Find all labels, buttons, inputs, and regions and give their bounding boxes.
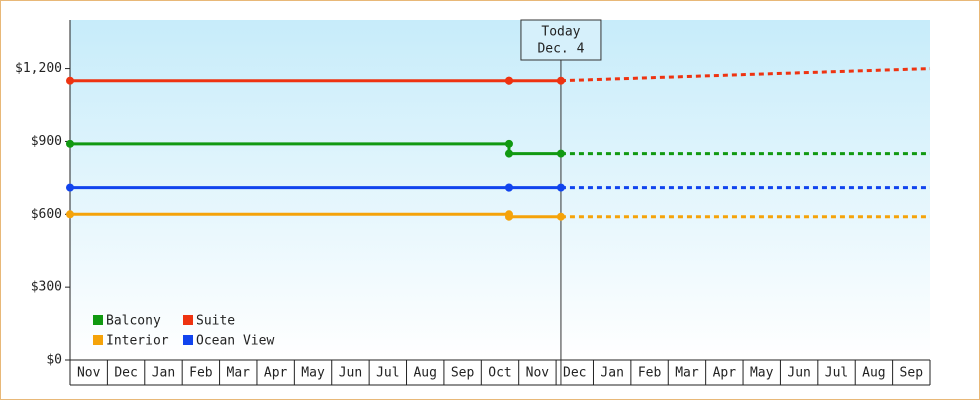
x-tick-label: May [750,366,774,381]
y-tick-label: $1,200 [15,61,62,76]
x-tick-label: Dec [114,366,137,381]
point [504,139,513,148]
point [556,183,565,192]
legend-swatch [183,335,193,345]
point [556,212,565,221]
point [66,210,74,219]
x-tick-label: Aug [862,366,885,381]
legend-swatch [183,315,193,325]
point [504,76,513,85]
x-tick-label: Oct [488,366,511,381]
x-tick-label: Jan [152,366,175,381]
legend-swatch [93,335,103,345]
point [556,76,565,85]
x-tick-label: Sep [451,366,475,381]
x-tick-label: Nov [526,366,550,381]
legend-label: Interior [106,334,169,349]
x-tick-label: Apr [713,366,737,381]
point [66,76,74,85]
y-tick-label: $600 [31,207,62,222]
point [504,183,513,192]
x-tick-label: Apr [264,366,288,381]
y-tick-label: $0 [46,353,62,368]
point [504,149,513,158]
point [66,183,74,192]
x-tick-label: Jan [600,366,623,381]
legend-label: Suite [196,314,235,329]
legend-label: Balcony [106,314,161,329]
forecast-line [560,67,931,83]
history-line [70,142,561,156]
x-tick-label: Jul [376,366,399,381]
plot-area [70,20,930,360]
x-tick-label: Feb [638,366,662,381]
point [556,149,565,158]
legend-swatch [93,315,103,325]
x-tick-label: Jun [787,366,810,381]
x-tick-label: Jul [825,366,848,381]
y-tick-label: $300 [31,280,62,295]
today-label: Today [541,25,580,40]
today-box [520,19,602,61]
x-tick-label: Sep [900,366,924,381]
x-tick-label: Nov [77,366,101,381]
today-label: Dec. 4 [537,42,584,57]
x-tick-label: Feb [189,366,213,381]
x-tick-label: Mar [675,366,699,381]
point [504,212,513,221]
x-tick-label: Mar [227,366,251,381]
x-tick-label: May [301,366,325,381]
x-tick-label: Jun [339,366,362,381]
legend-label: Ocean View [196,334,274,349]
x-tick-label: Aug [413,366,436,381]
point [66,139,74,148]
y-tick-label: $900 [31,134,62,149]
x-tick-label: Dec [563,366,586,381]
